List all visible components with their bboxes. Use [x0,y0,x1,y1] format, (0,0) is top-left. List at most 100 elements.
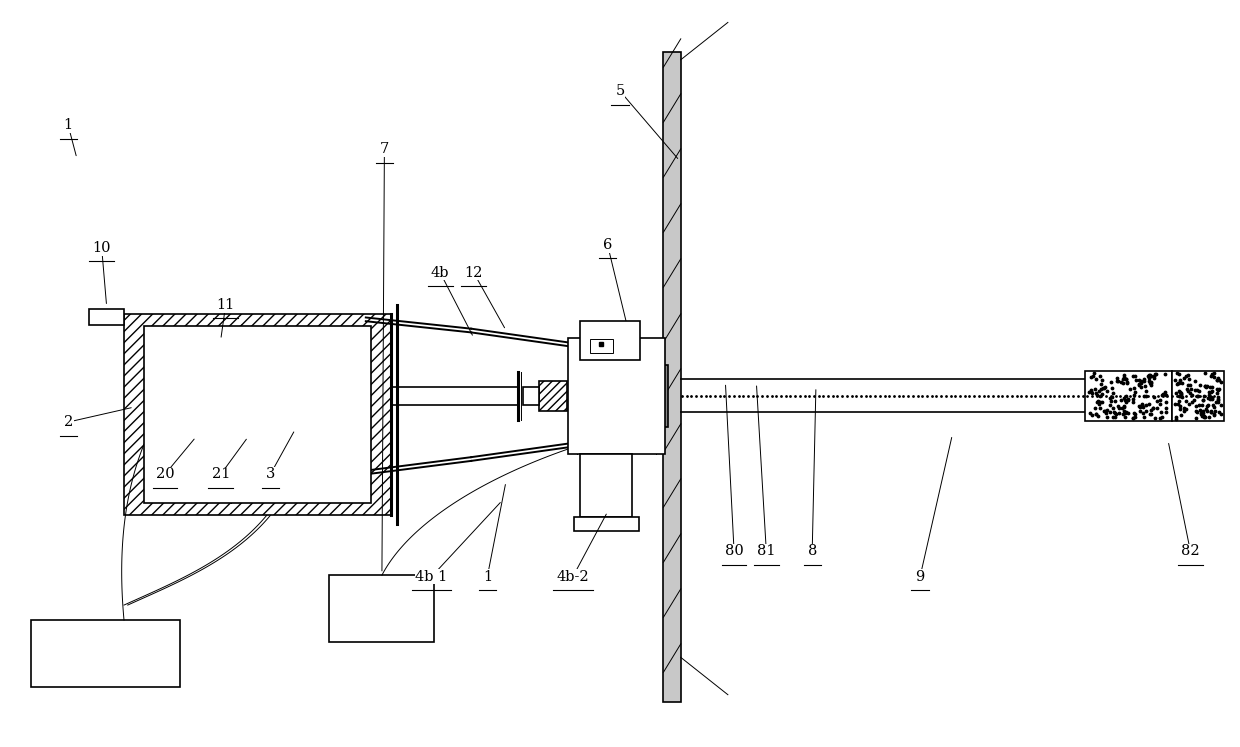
Point [1084,367,1104,379]
Point [1128,374,1148,385]
Point [1202,371,1221,382]
Point [1195,381,1215,393]
Point [1141,371,1161,382]
Point [1145,412,1164,424]
Point [1182,383,1202,395]
Point [1197,403,1216,415]
Point [1087,394,1107,406]
Point [1178,385,1198,397]
Bar [124,314,391,515]
Point [1107,375,1127,387]
Point [1135,380,1154,392]
Point [1200,406,1220,418]
Point [1169,389,1189,401]
Point [1195,380,1215,392]
Point [1205,405,1225,417]
Point [1141,408,1161,420]
Point [1136,385,1156,397]
Point [1209,374,1229,386]
Point [1207,383,1226,395]
Point [1105,407,1125,419]
Point [1109,374,1128,386]
Point [1200,393,1220,405]
Point [1116,394,1136,406]
Point [1101,395,1121,407]
Point [1177,370,1197,382]
Point [1123,412,1143,424]
Point [1147,403,1167,415]
Point [1178,379,1198,391]
Point [1132,399,1152,411]
Point [1208,374,1228,385]
Point [1203,368,1223,379]
Point [1102,402,1122,414]
Point [1130,400,1149,412]
Point [1090,370,1110,382]
Point [1141,408,1161,420]
Point [1189,399,1209,411]
Point [1090,390,1110,402]
Point [1156,402,1176,414]
Point [1145,368,1164,380]
Point [1114,406,1133,418]
Text: 21: 21 [212,468,229,481]
Point [1131,376,1151,388]
Point [1203,399,1223,411]
Bar [31,620,180,687]
Point [1147,368,1167,380]
Bar [580,321,640,360]
Point [1209,372,1229,384]
Point [1132,375,1152,387]
Text: 2: 2 [63,415,73,429]
Point [1210,376,1230,388]
Point [1202,393,1221,405]
Point [1084,370,1104,382]
Text: 6: 6 [603,238,613,252]
Text: 4b-2: 4b-2 [557,570,589,583]
Point [1209,384,1229,396]
Point [1208,391,1228,403]
Text: 1: 1 [63,119,73,132]
Bar [590,339,613,353]
Bar [329,575,434,642]
Point [1141,377,1161,389]
Point [1187,390,1207,402]
Point [1104,406,1123,418]
Point [1190,379,1210,391]
Point [1190,408,1210,420]
Point [1188,384,1208,396]
Point [1195,368,1215,379]
Point [1102,388,1122,400]
Point [1091,383,1111,395]
Point [1179,379,1199,391]
Point [1117,407,1137,419]
Point [1123,407,1143,419]
Point [1140,369,1159,381]
Point [1174,403,1194,415]
Point [1092,382,1112,394]
Point [1132,398,1152,410]
Point [1209,406,1229,418]
Point [1149,398,1169,410]
Point [1185,384,1205,396]
Point [1189,404,1209,416]
Point [1090,396,1110,408]
Text: 81: 81 [758,545,775,558]
Bar [568,338,665,454]
Point [1115,407,1135,419]
Point [1136,390,1156,402]
Point [1173,391,1193,403]
Point [1095,405,1115,417]
Point [1143,403,1163,415]
Point [1125,411,1145,423]
Point [1125,385,1145,397]
Point [1114,373,1133,385]
Point [1116,374,1136,385]
Point [1100,399,1120,411]
Point [1152,411,1172,423]
Point [1145,391,1164,403]
Point [1117,376,1137,388]
Point [1137,400,1157,412]
Point [1104,411,1123,423]
Point [1130,401,1149,413]
